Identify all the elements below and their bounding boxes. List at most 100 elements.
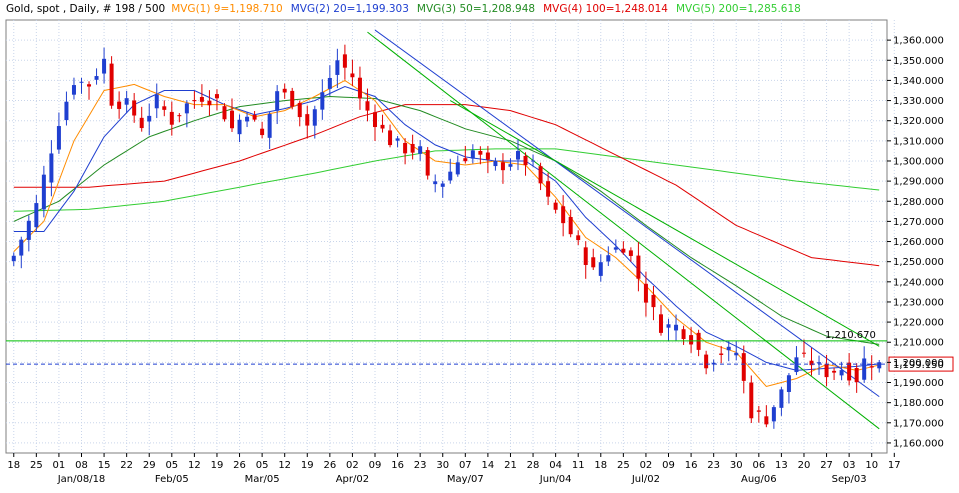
x-tick-label: 27 (820, 460, 833, 471)
indicator-label-3: MVG(3) 50=1,208.948 (417, 3, 535, 15)
candle-up (41, 174, 46, 210)
candle-down (222, 106, 227, 120)
candle-down (290, 90, 295, 107)
candle-down (214, 94, 219, 99)
y-tick-label: 1,340.000 (893, 76, 944, 87)
y-tick-label: 1,330.000 (893, 96, 944, 107)
candle-up (102, 58, 107, 74)
candle-down (689, 335, 694, 345)
candle-up (395, 138, 400, 141)
candle-up (124, 98, 129, 105)
candle-up (493, 160, 498, 167)
ma50-line (13, 95, 880, 345)
x-tick-label: 01 (53, 460, 66, 471)
x-tick-label: 11 (572, 460, 585, 471)
y-tick-label: 1,180.000 (893, 398, 944, 409)
candle-down (500, 162, 505, 171)
candle-down (87, 84, 92, 87)
candle-up (56, 126, 61, 150)
candle-down (350, 73, 355, 78)
x-tick-label: 05 (165, 460, 178, 471)
candle-down (463, 158, 468, 162)
month-label: Jul/02 (631, 474, 660, 485)
x-tick-label: 17 (888, 460, 901, 471)
candle-down (583, 247, 588, 265)
y-tick-label: 1,210.000 (893, 338, 944, 349)
y-tick-label: 1,290.000 (893, 177, 944, 188)
candle-up (455, 162, 460, 175)
x-tick-label: 06 (752, 460, 765, 471)
x-axis: 18 25 01 08 15 22 29 05 12 19 26 05 12 19 26 02 09 16 23 30… (7, 453, 901, 485)
candle-down (478, 151, 483, 155)
candle-down (109, 63, 114, 106)
x-tick-label: 19 (301, 460, 314, 471)
candle-up (71, 85, 76, 95)
candle-up (786, 375, 791, 392)
candle-up (312, 109, 317, 126)
candle-up (79, 81, 84, 83)
trendline-1 (374, 29, 880, 398)
x-tick-label: 08 (75, 460, 88, 471)
candle-down (260, 128, 265, 136)
candle-up (771, 407, 776, 422)
indicator-label-4: MVG(4) 100=1,248.014 (543, 3, 668, 15)
moving-averages (13, 79, 880, 388)
candle-down (801, 352, 806, 354)
candle-up (147, 115, 152, 122)
candle-down (658, 314, 663, 333)
y-tick-label: 1,270.000 (893, 217, 944, 228)
x-tick-label: 26 (233, 460, 246, 471)
candle-down (538, 166, 543, 184)
x-tick-label: 23 (707, 460, 720, 471)
candle-down (749, 382, 754, 419)
x-tick-label: 25 (617, 460, 630, 471)
candle-down (485, 152, 490, 160)
candle-down (832, 370, 837, 373)
x-tick-label: 16 (391, 460, 404, 471)
y-tick-label: 1,220.000 (893, 318, 944, 329)
y-tick-label: 1,230.000 (893, 297, 944, 308)
candle-down (628, 250, 633, 256)
candle-up (320, 92, 325, 110)
candle-down (139, 117, 144, 129)
candle-down (282, 88, 287, 93)
candle-up (267, 113, 272, 138)
y-tick-label: 1,350.000 (893, 56, 944, 67)
month-label: Apr/02 (336, 474, 369, 485)
resistance-label: 1,210.670 (825, 330, 876, 341)
candle-up (19, 239, 24, 256)
y-tick-label: 1,170.000 (893, 418, 944, 429)
candle-up (779, 389, 784, 408)
candle-down (719, 353, 724, 355)
x-tick-label: 21 (504, 460, 517, 471)
x-tick-label: 28 (527, 460, 540, 471)
y-tick-label: 1,190.000 (893, 378, 944, 389)
month-label: Jun/04 (539, 474, 572, 485)
y-tick-label: 1,300.000 (893, 156, 944, 167)
x-tick-label: 12 (278, 460, 291, 471)
trendlines (367, 29, 880, 430)
month-label: Mar/05 (245, 474, 280, 485)
candle-up (598, 262, 603, 276)
candle-down (117, 101, 122, 109)
candle-down (681, 329, 686, 340)
y-tick-label: 1,310.000 (893, 136, 944, 147)
instrument-title: Gold, spot , Daily, # 198 / 500 (6, 3, 165, 15)
candle-up (275, 91, 280, 111)
candle-down (847, 362, 852, 381)
candle-up (433, 181, 438, 185)
candle-up (794, 357, 799, 373)
indicator-label-1: MVG(1) 9=1,198.710 (171, 3, 283, 15)
candle-up (49, 153, 54, 183)
candle-down (380, 124, 385, 129)
x-tick-label: 30 (436, 460, 449, 471)
candle-up (154, 94, 159, 109)
candle-up (606, 255, 611, 262)
candle-down (546, 181, 551, 197)
candle-down (365, 101, 370, 111)
horizontal-levels: 1,210.670 1,199.150 (6, 330, 954, 372)
candle-down (169, 111, 174, 125)
x-tick-label: 10 (865, 460, 878, 471)
x-tick-label: 18 (594, 460, 607, 471)
